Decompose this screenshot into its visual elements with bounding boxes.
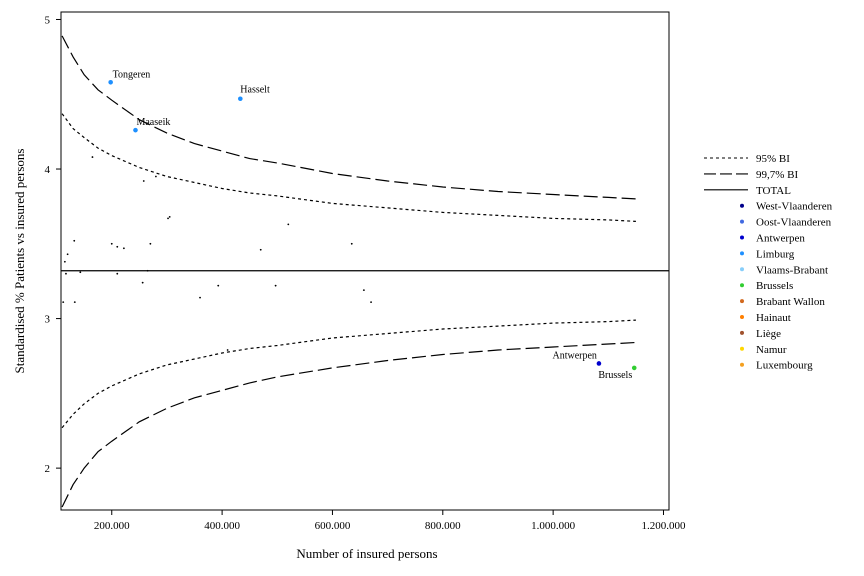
- y-tick-label: 3: [45, 314, 51, 326]
- minor-point: [350, 242, 353, 245]
- x-tick-label: 1.000.000: [531, 520, 576, 532]
- legend-label: West-Vlaanderen: [756, 201, 833, 213]
- minor-point: [274, 284, 277, 287]
- legend-dot-swatch: [740, 283, 744, 288]
- minor-point: [79, 271, 82, 274]
- point-label: Antwerpen: [552, 350, 596, 361]
- legend-label: TOTAL: [756, 185, 791, 197]
- minor-point: [62, 301, 65, 304]
- legend-dot-swatch: [740, 267, 744, 272]
- minor-point: [142, 180, 145, 182]
- minor-point: [217, 284, 220, 287]
- x-tick-label: 400.000: [204, 520, 240, 532]
- x-tick-label: 600.000: [315, 520, 351, 532]
- point-label: Tongeren: [113, 69, 151, 80]
- minor-point: [73, 239, 76, 242]
- minor-point: [362, 289, 365, 292]
- x-axis-title: Number of insured persons: [296, 546, 437, 561]
- legend-label: 95% BI: [756, 153, 790, 165]
- legend-label: Vlaams-Brabant: [756, 264, 828, 276]
- legend-label: Hainaut: [756, 312, 791, 324]
- x-tick-label: 200.000: [94, 520, 130, 532]
- legend-label: Brussels: [756, 280, 793, 292]
- data-point-brussels: [631, 365, 637, 371]
- y-tick-label: 2: [45, 463, 51, 475]
- minor-point: [149, 242, 152, 245]
- data-point-limburg: [238, 96, 243, 102]
- legend-label: Luxembourg: [756, 360, 813, 372]
- minor-point: [141, 281, 144, 284]
- minor-point: [167, 217, 169, 220]
- legend-label: 99,7% BI: [756, 169, 799, 181]
- legend-label: Limburg: [756, 248, 795, 260]
- x-tick-label: 1.200.000: [641, 520, 686, 532]
- minor-point: [73, 301, 76, 304]
- minor-point: [199, 296, 201, 299]
- x-axis: 200.000 400.000 600.000 800.000 1.000.000 1.2…: [94, 510, 686, 532]
- limit-curves: [61, 35, 636, 508]
- minor-point: [116, 245, 119, 248]
- legend-label: Brabant Wallon: [756, 296, 825, 308]
- plot-area-frame: [60, 11, 670, 511]
- point-label: Hasselt: [240, 85, 270, 96]
- y-tick-label: 5: [45, 14, 51, 26]
- data-point-antwerpen: [596, 361, 602, 366]
- minor-point: [154, 175, 157, 178]
- x-tick-label: 800.000: [425, 520, 461, 532]
- legend-dot-swatch: [740, 251, 744, 256]
- region-points: Antwerpen Tongeren Hasselt Maaseik Brussels: [108, 69, 637, 381]
- ci997-lower-curve: [61, 341, 636, 508]
- minor-point: [259, 248, 262, 251]
- legend-label: Liège: [756, 328, 781, 340]
- legend-dot-swatch: [740, 203, 744, 208]
- legend-dot-swatch: [740, 299, 744, 304]
- legend-label: Antwerpen: [756, 233, 805, 245]
- legend-label: Oost-Vlaanderen: [756, 217, 832, 229]
- point-label: Maaseik: [136, 117, 170, 128]
- point-label: Brussels: [598, 370, 632, 381]
- legend-dot-swatch: [740, 330, 744, 335]
- minor-point: [146, 269, 149, 272]
- legend-label: Namur: [756, 344, 787, 356]
- minor-point: [226, 349, 229, 351]
- minor-point: [287, 223, 290, 226]
- minor-point: [91, 156, 94, 158]
- legend-dot-swatch: [740, 235, 744, 240]
- legend-dot-swatch: [740, 346, 744, 351]
- minor-point: [65, 272, 67, 275]
- minor-point: [116, 272, 119, 275]
- minor-point: [122, 247, 125, 250]
- legend-dot-swatch: [740, 362, 744, 367]
- minor-points: [62, 156, 372, 351]
- data-point-limburg: [108, 79, 113, 85]
- legend-dot-swatch: [740, 315, 744, 319]
- ci997-upper-curve: [61, 35, 636, 200]
- y-axis-title: Standardised % Patients vs insured perso…: [12, 149, 27, 374]
- minor-point: [63, 260, 66, 263]
- data-point-limburg: [133, 127, 138, 133]
- minor-point: [110, 242, 113, 245]
- minor-point: [66, 253, 69, 256]
- y-tick-label: 4: [45, 164, 51, 176]
- y-axis: 2 3 4 5: [45, 14, 61, 475]
- minor-point: [370, 301, 372, 304]
- legend-dot-swatch: [740, 219, 744, 224]
- legend: 95% BI 99,7% BI TOTAL West-Vlaanderen Oost-V…: [704, 153, 833, 372]
- minor-point: [168, 215, 171, 218]
